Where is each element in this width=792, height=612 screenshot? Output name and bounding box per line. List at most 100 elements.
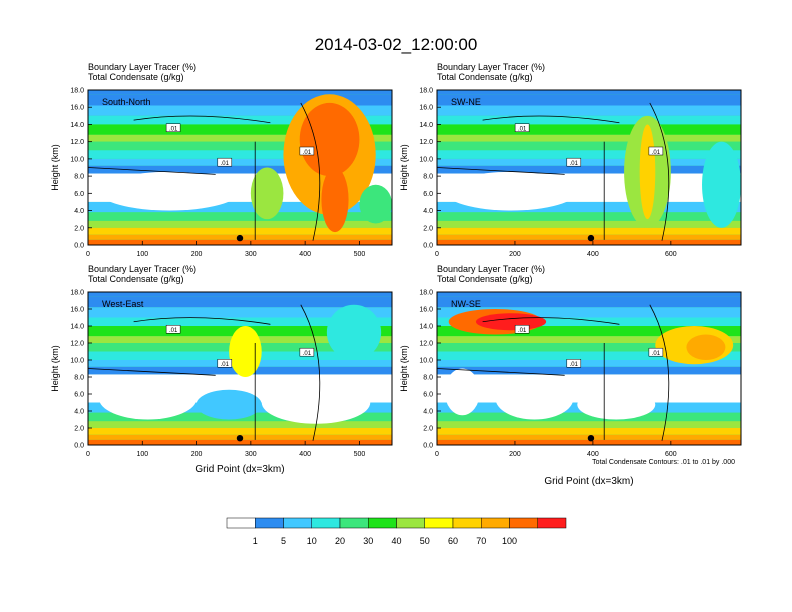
contour-label-box [648,146,664,156]
contour-label-box [566,359,582,368]
layer-band [437,165,741,174]
layer-band [437,343,741,352]
xtick-label: 200 [509,251,521,258]
contour-label: .01 [169,328,178,334]
field-feature [475,313,547,331]
condensate-contour [300,102,321,241]
xtick-label: 100 [136,451,148,458]
plot-frame [87,89,393,246]
xtick-label: 400 [587,451,599,458]
layer-band [88,296,392,308]
xtick-label: 200 [191,251,203,258]
xtick-label: 400 [587,251,599,258]
location-marker [587,435,595,442]
colorbar-swatch [283,517,312,529]
ytick-label: 16.0 [70,105,84,112]
layer-band [437,326,741,337]
layer-band [88,212,392,221]
contour-label: .01 [570,362,579,368]
field-feature [299,102,360,177]
colorbar-label: 5 [281,536,286,546]
panel-sw-ne: .01 .01 .01 SW-NE Boundary Layer Tracer (%)T… [399,62,742,258]
panel-title-line: Total Condensate (g/kg) [437,274,533,284]
layer-band [437,360,741,367]
contour-label-box [514,123,530,132]
colorbar-swatch [311,517,341,529]
layer-band [437,124,741,135]
panel-label: NW-SE [451,299,481,309]
contour-label-box [217,157,233,167]
layer-band [437,158,741,166]
contour-label-box [299,146,315,156]
field-feature [261,381,371,424]
ytick-label: 0.0 [423,443,433,450]
panel-title-line: Total Condensate (g/kg) [88,72,184,82]
layer-band [88,307,392,318]
condensate-contour [649,102,670,241]
ytick-label: 6.0 [423,392,433,399]
layer-band [88,124,392,135]
layer-band [437,150,741,159]
layer-band [437,227,741,235]
xtick-label: 0 [86,451,90,458]
ytick-label: 8.0 [423,174,433,181]
location-marker [236,234,244,242]
colorbar-swatch [396,517,425,529]
colorbar-label: 40 [391,536,401,546]
contour-label-box [648,347,664,357]
contour-label-box [165,123,181,132]
ytick-label: 12.0 [70,341,84,348]
ytick-label: 6.0 [74,191,84,198]
tracer-field: .01 .01 .01 [88,292,392,445]
ytick-label: 18.0 [419,88,433,95]
ytick-label: 4.0 [423,208,433,215]
plot-frame [87,291,393,446]
ylabel: Height (km) [399,345,409,392]
layer-band [88,115,392,125]
condensate-contour [88,368,216,376]
ytick-label: 2.0 [74,225,84,232]
colorbar-label: 70 [476,536,486,546]
ytick-label: 14.0 [419,324,433,331]
layer-band [437,201,741,213]
layer-band [437,351,741,360]
ytick-label: 10.0 [419,156,433,163]
layer-band [88,141,392,151]
ytick-label: 4.0 [423,409,433,416]
field-feature [196,389,262,420]
ytick-label: 2.0 [423,426,433,433]
xtick-label: 200 [191,451,203,458]
field-feature [98,377,197,420]
xtick-label: 500 [354,451,366,458]
condensate-contour [649,304,670,441]
layer-band [88,90,392,95]
colorbar-swatch [481,517,510,529]
field-feature [639,124,656,220]
colorbar-label: 10 [307,536,317,546]
field-feature [444,368,480,416]
ylabel: Height (km) [50,144,60,191]
ytick-label: 10.0 [70,358,84,365]
colorbar: 1 5 10 20 30 40 50 60 70 100 [226,517,567,546]
layer-band [88,227,392,235]
xlabel: Grid Point (dx=3km) [195,464,284,475]
contour-label: .01 [518,328,527,334]
xtick-label: 400 [299,251,311,258]
field-feature [98,171,240,211]
layer-band [437,421,741,428]
layer-band [88,105,392,116]
layer-band [437,239,741,245]
panel-title-line: Boundary Layer Tracer (%) [88,62,196,72]
ylabel: Height (km) [50,345,60,392]
layer-band [437,94,741,106]
colorbar-swatch [509,517,538,529]
contour-label-box [566,157,582,167]
panel-title-line: Total Condensate (g/kg) [437,72,533,82]
plot-frame [436,89,742,246]
layer-band [437,336,741,343]
colorbar-swatch [368,517,397,529]
ytick-label: 4.0 [74,409,84,416]
layer-band [88,292,392,297]
ytick-label: 12.0 [419,139,433,146]
